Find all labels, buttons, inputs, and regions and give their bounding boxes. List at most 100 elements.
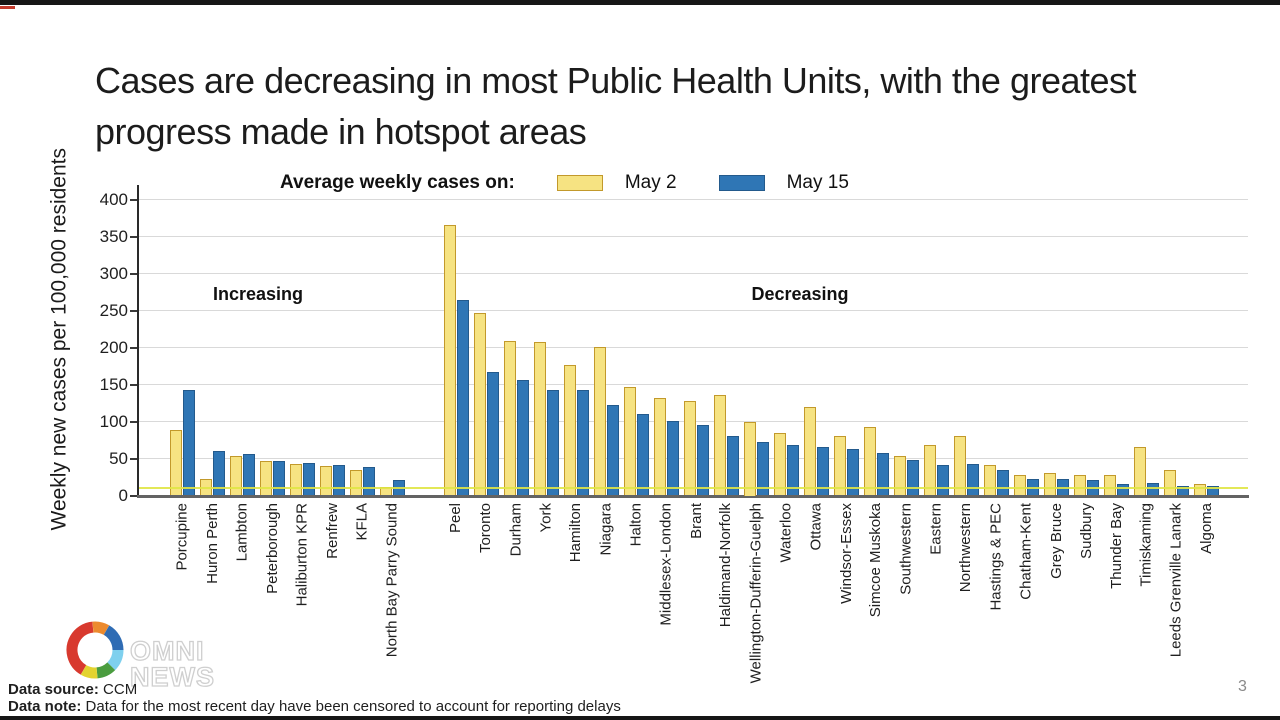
data-note-label: Data note: [8,698,82,715]
legend-label: Average weekly cases on: [280,172,515,193]
bar-may15-leeds-grenville-lanark [1176,485,1190,496]
x-tick-label-hastings-pec: Hastings & PEC [987,503,1005,611]
bar-may15-timiskaming [1146,482,1160,496]
x-tick-label-windsor-essex: Windsor-Essex [837,503,855,604]
x-axis-line [137,495,1249,498]
bar-may2-southwestern [893,455,907,496]
x-tick-label-sudbury: Sudbury [1077,503,1095,559]
x-tick-label-huron-perth: Huron Perth [203,503,221,584]
y-tick-100 [130,420,137,423]
y-tick-200 [130,346,137,349]
x-tick-label-southwestern: Southwestern [897,503,915,595]
bar-may2-sudbury [1073,474,1087,496]
bar-may2-hastings-pec [983,465,997,496]
y-tick-label-200: 200 [99,337,128,357]
y-tick-0 [130,494,137,497]
bar-may15-york [546,389,560,496]
x-tick-label-kfla: KFLA [353,503,371,541]
bar-may2-ottawa [803,407,817,496]
gridline-350 [139,236,1248,237]
x-tick-label-chatham-kent: Chatham-Kent [1017,503,1035,600]
bar-may15-middlesex-london [666,420,680,496]
page-number: 3 [1238,678,1247,695]
y-tick-label-350: 350 [99,226,128,246]
x-tick-label-waterloo: Waterloo [777,503,795,563]
bar-may2-porcupine [169,430,183,496]
bar-may2-york [533,341,547,496]
bar-may2-wellington-dufferin-guelph [743,421,757,496]
bar-may15-brant [696,425,710,496]
bar-may15-wellington-dufferin-guelph [756,442,770,496]
bar-may15-haliburton-kpr [302,462,316,496]
bar-may2-niagara [593,346,607,496]
x-tick-label-peterborough: Peterborough [263,503,281,594]
y-tick-label-50: 50 [109,448,128,468]
y-tick-50 [130,457,137,460]
bar-may15-hamilton [576,390,590,496]
y-tick-150 [130,383,137,386]
bar-may2-haldimand-norfolk [713,394,727,496]
bar-may15-southwestern [906,459,920,496]
bar-may2-chatham-kent [1013,474,1027,496]
bar-may15-algoma [1206,485,1220,496]
bar-may15-ottawa [816,446,830,496]
y-tick-label-400: 400 [99,189,128,209]
reference-line [139,487,1248,490]
x-tick-label-haliburton-kpr: Haliburton KPR [293,503,311,607]
bar-may2-middlesex-london [653,397,667,496]
bar-may15-durham [516,380,530,496]
x-tick-label-renfrew: Renfrew [323,503,341,559]
top-black-bar [0,0,1280,5]
x-tick-label-timiskaming: Timiskaming [1137,503,1155,587]
x-tick-label-middlesex-london: Middlesex-London [657,503,675,626]
x-tick-label-simcoe-muskoka: Simcoe Muskoka [867,503,885,618]
y-tick-label-300: 300 [99,263,128,283]
gridline-400 [139,199,1248,200]
bar-may2-lambton [229,456,243,496]
bar-may2-eastern [923,445,937,496]
x-tick-label-algoma: Algoma [1197,503,1215,554]
bar-may15-simcoe-muskoka [876,452,890,496]
bar-may2-peterborough [259,461,273,496]
x-tick-label-peel: Peel [447,503,465,534]
bar-may15-porcupine [182,390,196,496]
x-tick-label-ottawa: Ottawa [807,503,825,551]
annotation-decreasing: Decreasing [751,284,849,304]
bar-may15-niagara [606,405,620,496]
y-tick-250 [130,309,137,312]
bar-may15-northwestern [966,464,980,496]
x-tick-label-lambton: Lambton [233,503,251,562]
bar-may2-toronto [473,312,487,496]
bar-may15-huron-perth [212,451,226,496]
legend-swatch-may15 [718,175,765,191]
bar-may15-toronto [486,371,500,496]
bar-may15-waterloo [786,445,800,496]
bar-may2-peel [443,225,457,496]
bar-may2-brant [683,400,697,496]
bar-may15-renfrew [332,465,346,496]
x-tick-label-wellington-dufferin-guelph: Wellington-Dufferin-Guelph [747,503,765,684]
bar-may2-kfla [349,469,363,496]
bar-may15-halton [636,414,650,496]
bar-may15-windsor-essex [846,448,860,496]
bottom-black-bar [0,716,1280,720]
bar-may2-simcoe-muskoka [863,427,877,496]
bar-may15-thunder-bay [1116,483,1130,496]
x-tick-label-halton: Halton [627,503,645,547]
x-tick-label-northwestern: Northwestern [957,503,975,593]
legend-name-may2: May 2 [624,172,677,193]
x-tick-label-toronto: Toronto [477,503,495,554]
x-tick-label-grey-bruce: Grey Bruce [1047,503,1065,579]
gridline-250 [139,310,1248,311]
y-tick-label-0: 0 [118,485,128,505]
gridline-200 [139,347,1248,348]
chart-title: Cases are decreasing in most Public Heal… [95,60,1137,152]
x-tick-label-york: York [537,503,555,533]
bar-may2-durham [503,340,517,496]
bar-may2-algoma [1193,483,1207,496]
bar-may15-peel [456,300,470,496]
x-tick-label-hamilton: Hamilton [567,503,585,563]
bar-may15-haldimand-norfolk [726,436,740,496]
omni-news-logo: OMNI NEWS [66,621,215,690]
data-source-value: CCM [103,681,138,698]
